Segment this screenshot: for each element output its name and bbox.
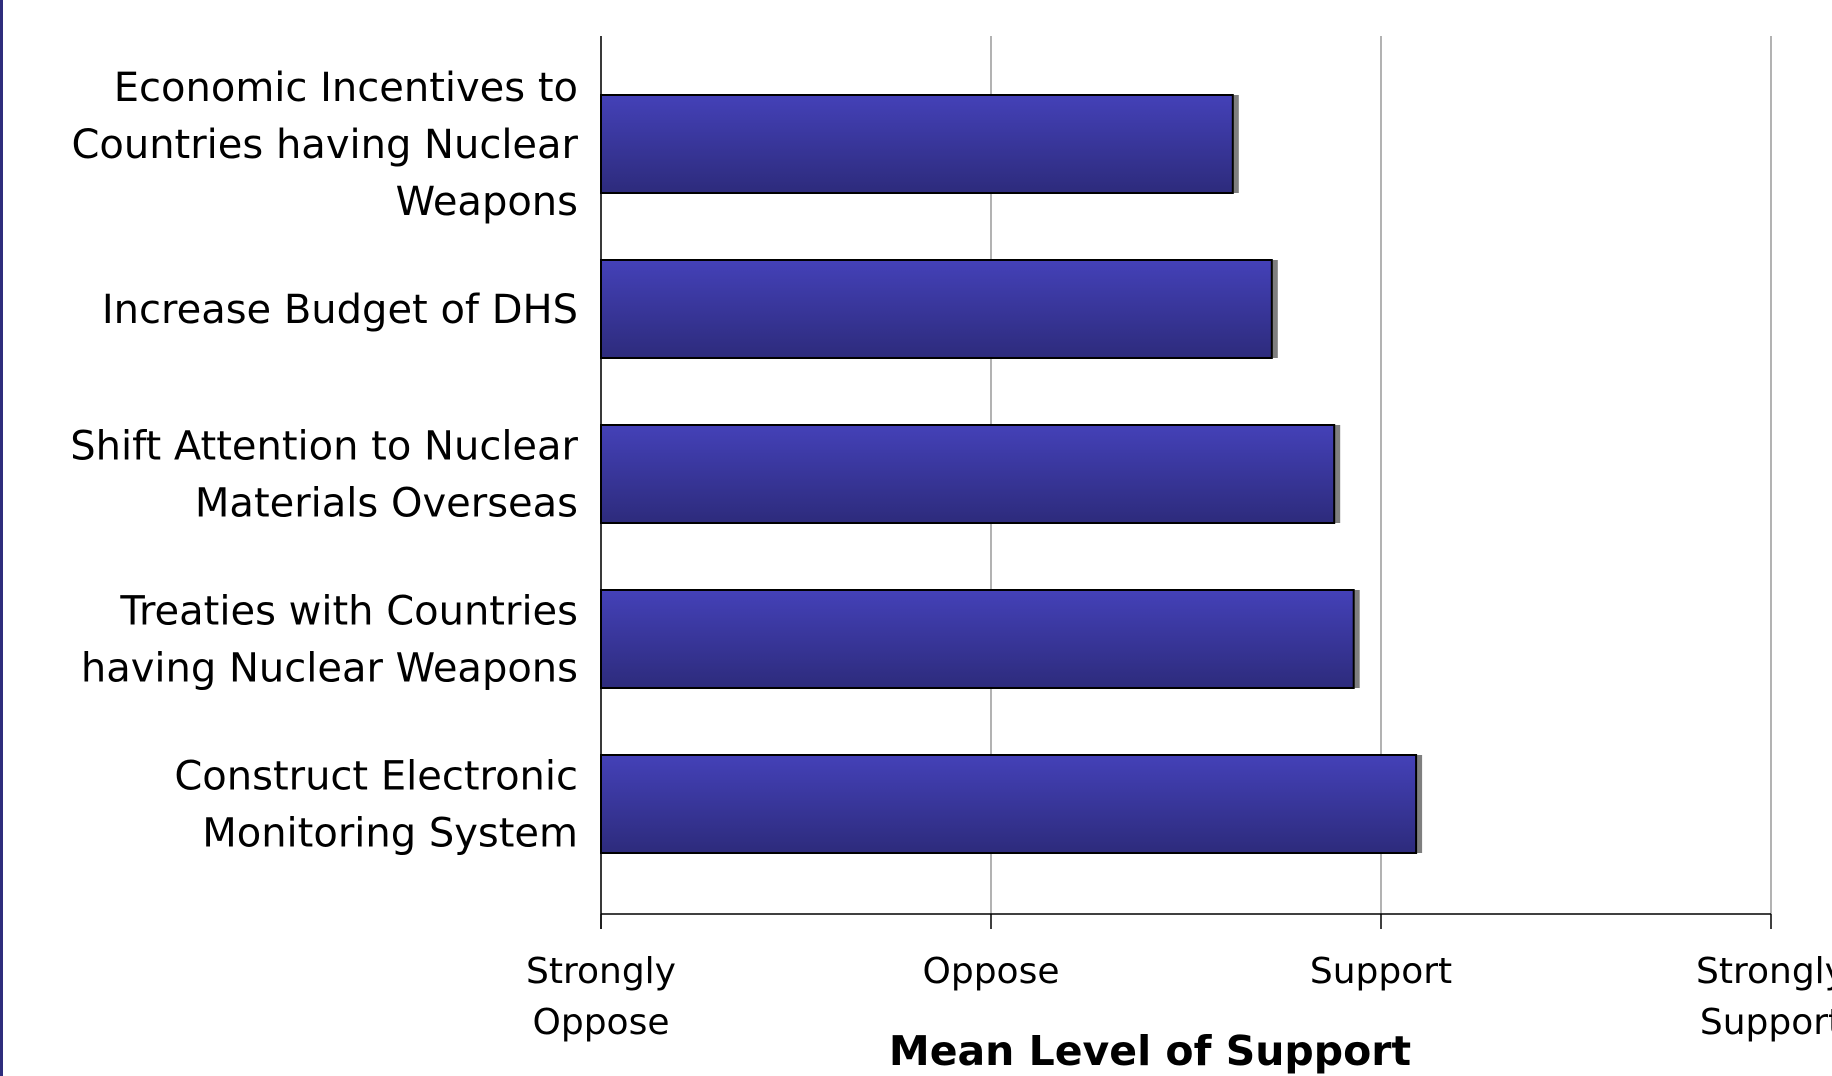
x-tick-label: Strongly Oppose	[526, 951, 676, 1043]
bars	[600, 94, 1423, 854]
slide-left-edge	[0, 0, 3, 1076]
x-tick-label: Strongly Support	[1696, 951, 1832, 1043]
bar	[600, 259, 1273, 359]
x-axis	[600, 36, 1772, 929]
bar	[600, 754, 1418, 854]
bar	[600, 589, 1355, 689]
x-tick-label: Oppose	[923, 951, 1060, 992]
category-labels: Economic Incentives to Countries having N…	[70, 65, 578, 857]
category-label: Treaties with Countries having Nuclear We…	[81, 589, 578, 692]
category-label: Shift Attention to Nuclear Materials Over…	[70, 424, 578, 527]
bar	[600, 94, 1234, 194]
category-label: Increase Budget of DHS	[102, 287, 578, 333]
category-label: Economic Incentives to Countries having N…	[71, 65, 578, 225]
x-axis-title: Mean Level of Support	[889, 1027, 1411, 1075]
category-label: Construct Electronic Monitoring System	[174, 754, 578, 857]
x-tick-label: Support	[1310, 951, 1452, 992]
bar	[600, 424, 1336, 524]
tick-labels: Strongly Oppose Oppose Support Strongly Suppo…	[526, 951, 1832, 1043]
